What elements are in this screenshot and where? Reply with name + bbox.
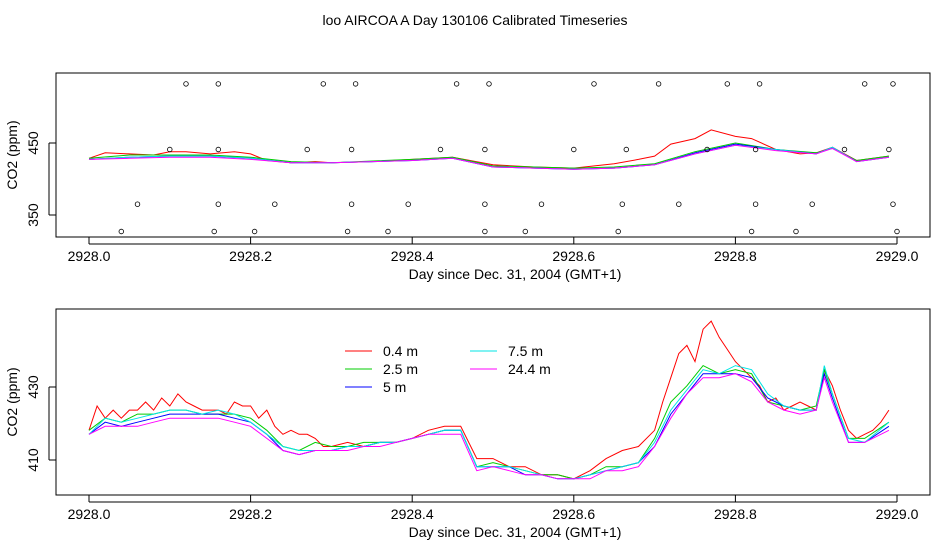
y-tick-label: 430	[25, 375, 41, 399]
plot-frame	[55, 308, 931, 496]
marker-point	[522, 228, 528, 235]
x-tick-label: 2928.8	[714, 248, 757, 264]
y-axis-label: CO2 (ppm)	[4, 120, 20, 189]
marker-point	[655, 81, 662, 87]
marker-point	[571, 146, 577, 153]
marker-point	[748, 228, 755, 235]
legend-label: 24.4 m	[508, 361, 551, 377]
marker-point	[215, 201, 221, 207]
marker-point	[890, 81, 896, 87]
marker-point	[167, 146, 173, 153]
marker-point	[752, 146, 759, 153]
series-line-2-5-m	[88, 364, 890, 480]
marker-point	[538, 201, 545, 207]
marker-point	[183, 81, 189, 87]
marker-point	[482, 201, 488, 207]
marker-point	[405, 201, 411, 207]
series-line-0-4-m	[88, 320, 890, 480]
legend-label: 7.5 m	[508, 343, 543, 359]
marker-point	[623, 146, 629, 153]
figure-title: loo AIRCOA A Day 130106 Calibrated Times…	[322, 12, 627, 28]
series-line-24-4-m	[88, 373, 890, 480]
marker-point	[352, 81, 359, 87]
x-tick-label: 2929.0	[876, 248, 919, 264]
legend-label: 0.4 m	[383, 343, 418, 359]
marker-point	[676, 201, 682, 207]
marker-point	[619, 201, 625, 207]
marker-point	[437, 146, 444, 153]
x-tick-label: 2928.2	[229, 248, 272, 264]
x-axis-label: Day since Dec. 31, 2004 (GMT+1)	[409, 524, 622, 540]
series-line-5-m	[88, 371, 890, 480]
y-axis-label: CO2 (ppm)	[4, 367, 20, 436]
x-tick-label: 2928.0	[68, 248, 111, 264]
top-panel: 2928.0 2928.2 2928.4 2928.6 2928.8 2929.0 350 4…	[4, 72, 931, 282]
marker-point	[453, 81, 460, 87]
x-tick-label: 2928.6	[552, 506, 595, 522]
series-line-7-5-m	[88, 365, 890, 480]
marker-point	[752, 201, 759, 207]
marker-point	[890, 201, 896, 207]
bottom-panel: 2928.0 2928.2 2928.4 2928.6 2928.8 2929.0 410 4…	[4, 308, 931, 540]
marker-point	[704, 146, 710, 153]
x-tick-label: 2928.6	[552, 248, 595, 264]
marker-point	[615, 228, 621, 235]
marker-point	[215, 81, 221, 87]
y-tick-label: 450	[25, 131, 41, 155]
series-line-24-4-m	[88, 144, 889, 170]
marker-point	[793, 228, 799, 235]
marker-point	[482, 146, 488, 153]
marker-point	[385, 228, 391, 235]
y-tick-label: 350	[25, 203, 41, 227]
marker-point	[756, 81, 763, 87]
x-tick-label: 2928.0	[68, 506, 111, 522]
marker-point	[211, 228, 217, 235]
marker-point	[344, 228, 351, 235]
legend-label: 2.5 m	[383, 361, 418, 377]
marker-point	[118, 228, 124, 235]
marker-point	[272, 201, 278, 207]
x-tick-label: 2928.2	[229, 506, 272, 522]
marker-point	[134, 201, 141, 207]
marker-point	[862, 81, 868, 87]
marker-point	[482, 228, 488, 235]
plot-frame	[55, 72, 931, 238]
marker-point	[809, 201, 815, 207]
marker-point	[841, 146, 848, 153]
marker-point	[894, 228, 900, 235]
marker-point	[591, 81, 597, 87]
x-axis-label: Day since Dec. 31, 2004 (GMT+1)	[409, 266, 622, 282]
marker-point	[886, 146, 892, 153]
x-tick-label: 2928.4	[391, 506, 434, 522]
y-tick-label: 410	[25, 448, 41, 472]
series-line-0-4-m	[88, 129, 889, 169]
marker-point	[215, 146, 221, 153]
marker-point	[348, 201, 355, 207]
marker-point	[724, 81, 730, 87]
marker-point	[320, 81, 326, 87]
legend-label: 5 m	[383, 379, 406, 395]
x-tick-label: 2929.0	[876, 506, 919, 522]
series-line-2-5-m	[88, 142, 889, 169]
x-tick-label: 2928.4	[391, 248, 434, 264]
x-tick-label: 2928.8	[714, 506, 757, 522]
marker-point	[348, 146, 355, 153]
marker-point	[486, 81, 492, 87]
marker-point	[304, 146, 310, 153]
marker-point	[251, 228, 258, 235]
